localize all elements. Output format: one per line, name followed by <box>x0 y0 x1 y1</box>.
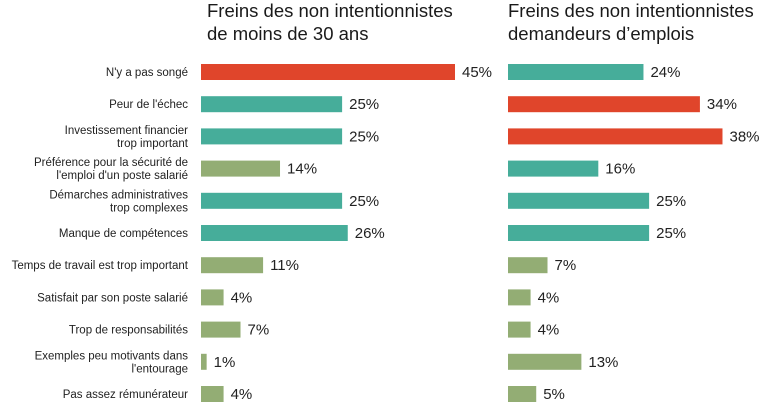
data-label: 5% <box>543 386 565 403</box>
category-label: Satisfait par son poste salarié <box>37 292 188 304</box>
bar <box>201 353 207 370</box>
data-label: 25% <box>656 193 686 210</box>
category-label-line: Investissement financier <box>65 125 189 137</box>
bar <box>508 192 650 209</box>
data-label: 25% <box>349 193 379 210</box>
data-label: 25% <box>349 128 379 145</box>
category-label-line: Pas assez rémunérateur <box>63 389 188 401</box>
category-label: Temps de travail est trop important <box>12 260 189 272</box>
bar <box>508 289 531 306</box>
bar <box>201 192 343 209</box>
category-label-line: l'emploi d'un poste salarié <box>56 170 188 182</box>
category-label-line: Préférence pour la sécurité de <box>34 157 188 169</box>
category-label: Manque de compétences <box>59 228 188 240</box>
data-label: 7% <box>248 322 270 339</box>
data-label: 45% <box>462 64 492 81</box>
data-label: 4% <box>538 289 560 306</box>
bar <box>201 128 343 145</box>
category-label-line: Trop de responsabilités <box>69 325 188 337</box>
category-label-line: Manque de compétences <box>59 228 188 240</box>
bar <box>201 321 241 338</box>
data-label: 16% <box>605 161 635 178</box>
category-label-line: l'entourage <box>131 363 188 375</box>
bar <box>508 160 599 177</box>
data-label: 1% <box>214 354 236 371</box>
chart-title-line: de moins de 30 ans <box>207 23 368 44</box>
category-label-line: Démarches administratives <box>49 189 188 201</box>
bar <box>508 96 700 113</box>
category-label: N'y a pas songé <box>106 67 188 79</box>
bar <box>508 225 650 241</box>
category-label-line: Temps de travail est trop important <box>12 260 189 272</box>
category-label-line: trop complexes <box>110 202 188 214</box>
data-label: 4% <box>231 289 253 306</box>
chart-title: Freins des non intentionnistes demandeurs… <box>508 0 754 44</box>
data-label: 13% <box>588 354 618 371</box>
data-label: 38% <box>729 128 759 145</box>
data-label: 11% <box>270 257 299 274</box>
category-label-line: Satisfait par son poste salarié <box>37 292 188 304</box>
category-label: Investissement financier trop important <box>65 125 189 150</box>
bar <box>201 225 348 241</box>
data-label: 14% <box>287 161 317 178</box>
category-label-line: Exemples peu motivants dans <box>35 350 189 362</box>
bar <box>508 353 582 370</box>
data-label: 34% <box>707 96 737 113</box>
chart-title-line: demandeurs d’emplois <box>508 23 694 44</box>
chart-title-line: Freins des non intentionnistes <box>508 0 754 21</box>
data-label: 25% <box>349 96 379 113</box>
category-label: Démarches administratives trop complexes <box>49 189 188 214</box>
data-label: 25% <box>656 225 686 242</box>
data-label: 26% <box>355 225 385 242</box>
category-label: Préférence pour la sécurité de l'emploi d… <box>34 157 188 182</box>
data-label: 7% <box>555 257 577 274</box>
bar <box>201 289 224 306</box>
bar <box>201 386 224 402</box>
bar <box>508 128 723 145</box>
bar <box>508 386 537 402</box>
bar <box>508 64 644 80</box>
category-label: Pas assez rémunérateur <box>63 389 188 401</box>
category-label: Peur de l'échec <box>109 99 188 111</box>
category-label-line: Peur de l'échec <box>109 99 188 111</box>
bar <box>508 257 548 274</box>
data-label: 4% <box>538 322 560 339</box>
bar <box>201 257 264 274</box>
bar <box>201 160 281 177</box>
chart-title-line: Freins des non intentionnistes <box>207 0 453 21</box>
data-label: 4% <box>231 386 253 403</box>
category-label-line: N'y a pas songé <box>106 67 188 79</box>
category-label: Exemples peu motivants dans l'entourage <box>35 350 189 375</box>
chart-title: Freins des non intentionnistes de moins d… <box>207 0 453 44</box>
category-label-line: trop important <box>117 138 189 150</box>
bar <box>508 321 531 338</box>
category-label: Trop de responsabilités <box>69 325 188 337</box>
bar <box>201 64 455 80</box>
bar <box>201 96 343 113</box>
data-label: 24% <box>650 64 680 81</box>
